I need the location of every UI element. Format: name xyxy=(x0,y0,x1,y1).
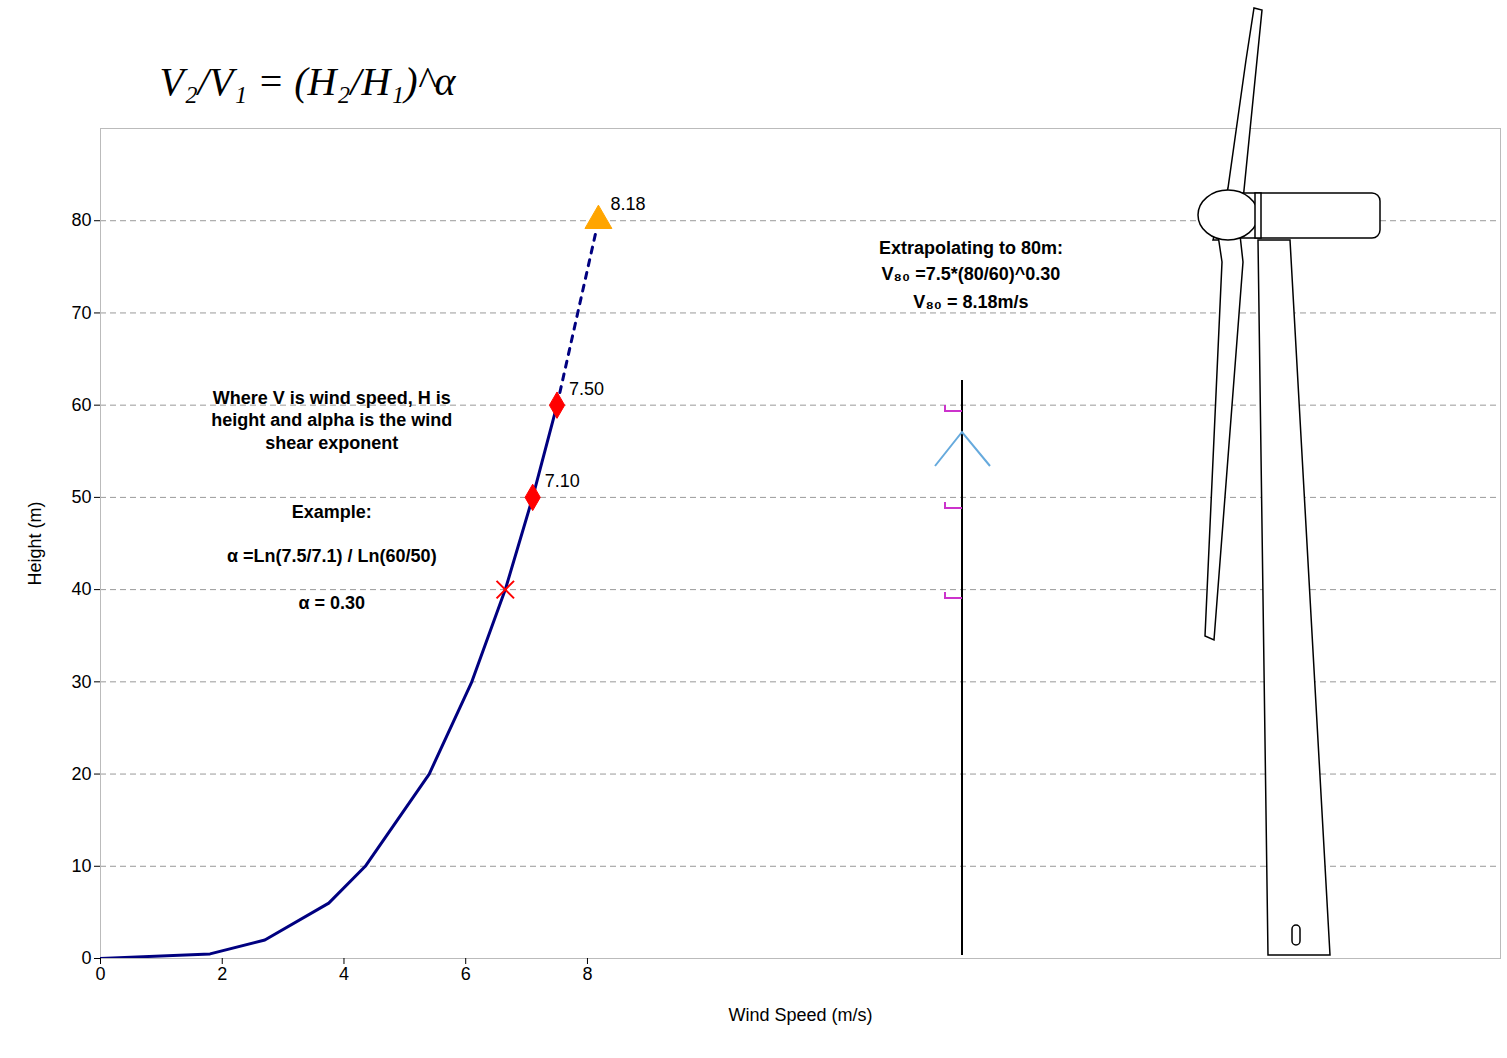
svg-text:30: 30 xyxy=(71,672,91,692)
svg-text:4: 4 xyxy=(339,964,349,984)
svg-text:Height (m): Height (m) xyxy=(25,501,45,585)
svg-text:10: 10 xyxy=(71,856,91,876)
svg-text:20: 20 xyxy=(71,764,91,784)
svg-text:6: 6 xyxy=(461,964,471,984)
svg-text:50: 50 xyxy=(71,487,91,507)
svg-text:Extrapolating to 80m:: Extrapolating to 80m: xyxy=(879,238,1063,258)
svg-text:60: 60 xyxy=(71,395,91,415)
svg-text:8.18: 8.18 xyxy=(610,194,645,214)
svg-text:Example:: Example: xyxy=(292,502,372,522)
svg-text:α =Ln(7.5/7.1) / Ln(60/50): α =Ln(7.5/7.1) / Ln(60/50) xyxy=(227,546,437,566)
svg-text:0: 0 xyxy=(81,948,91,968)
svg-text:80: 80 xyxy=(71,210,91,230)
svg-text:7.50: 7.50 xyxy=(569,379,604,399)
svg-text:2: 2 xyxy=(217,964,227,984)
svg-text:V₈₀ = 8.18m/s: V₈₀ = 8.18m/s xyxy=(913,292,1028,312)
svg-text:40: 40 xyxy=(71,579,91,599)
svg-text:0: 0 xyxy=(95,964,105,984)
svg-text:8: 8 xyxy=(582,964,592,984)
svg-text:V₈₀ =7.5*(80/60)^0.30: V₈₀ =7.5*(80/60)^0.30 xyxy=(882,264,1061,284)
svg-text:Wind Speed (m/s): Wind Speed (m/s) xyxy=(728,1005,872,1025)
svg-text:Where V is wind speed, H ishei: Where V is wind speed, H isheight and al… xyxy=(211,388,452,453)
svg-text:α = 0.30: α = 0.30 xyxy=(298,593,365,613)
svg-text:7.10: 7.10 xyxy=(545,471,580,491)
svg-text:70: 70 xyxy=(71,303,91,323)
svg-text:V₂/V₁ = (H₂/H₁)^α: V₂/V₁ = (H₂/H₁)^α xyxy=(159,59,456,104)
